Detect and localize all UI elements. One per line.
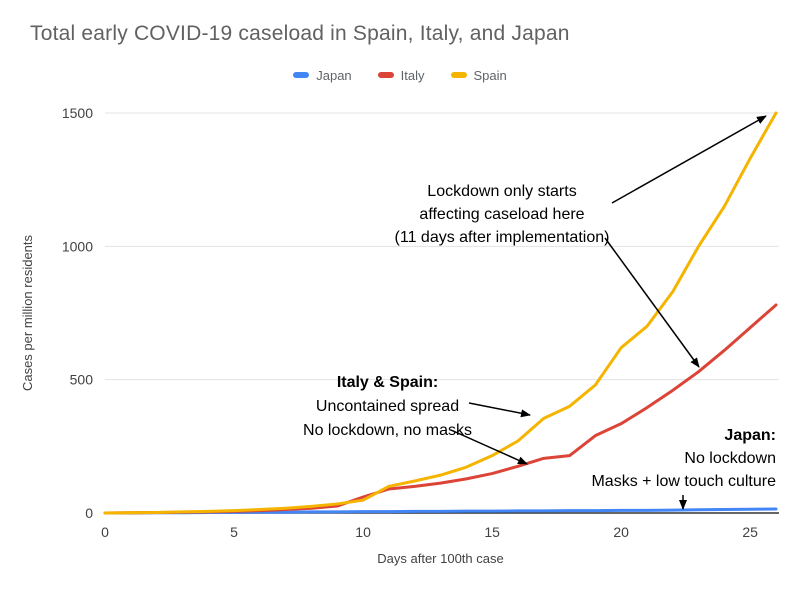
x-tick-label: 0	[101, 524, 109, 540]
annotation-italy-spain: Italy & Spain: Uncontained spread No loc…	[280, 371, 495, 443]
annotation-line: No lockdown	[684, 450, 776, 467]
y-tick-label: 1000	[62, 238, 93, 254]
annotation-arrow	[611, 115, 767, 204]
legend-item-spain[interactable]: Spain	[450, 67, 507, 83]
y-tick-label: 0	[85, 505, 93, 521]
x-tick-label: 10	[355, 524, 371, 540]
legend-swatch-japan	[293, 72, 310, 78]
x-tick-label: 20	[613, 524, 629, 540]
legend: Japan Italy Spain	[0, 66, 800, 84]
x-tick-label: 25	[742, 524, 758, 540]
annotation-line: Lockdown only starts	[427, 183, 577, 200]
y-tick-label: 1500	[62, 105, 93, 121]
y-tick-label: 500	[70, 372, 94, 388]
legend-item-italy[interactable]: Italy	[377, 67, 425, 83]
annotation-line: affecting caseload here	[419, 206, 585, 223]
annotation-line: Masks + low touch culture	[591, 473, 776, 490]
annotation-lockdown: Lockdown only starts affecting caseload …	[362, 180, 642, 249]
x-tick-label: 5	[230, 524, 238, 540]
x-tick-label: 15	[484, 524, 500, 540]
annotation-title: Japan:	[724, 427, 776, 444]
annotation-line: No lockdown, no masks	[303, 422, 472, 439]
y-axis-title: Cases per million residents	[20, 234, 35, 392]
annotation-arrow	[604, 237, 700, 368]
annotation-line: Uncontained spread	[315, 398, 460, 415]
annotation-title: Italy & Spain:	[336, 374, 439, 391]
legend-item-japan[interactable]: Japan	[293, 67, 352, 83]
annotation-japan: Japan: No lockdown Masks + low touch cul…	[526, 424, 776, 493]
annotation-line: (11 days after implementation)	[394, 229, 610, 246]
x-axis-title: Days after 100th case	[377, 551, 504, 566]
legend-label: Italy	[400, 67, 425, 83]
annotation-arrow	[450, 429, 528, 465]
annotation-arrow	[468, 402, 531, 418]
chart-title: Total early COVID-19 caseload in Spain, …	[30, 22, 570, 45]
legend-swatch-spain	[450, 72, 467, 78]
legend-label: Japan	[316, 67, 352, 83]
legend-swatch-italy	[377, 72, 394, 78]
series-line-spain[interactable]	[103, 111, 778, 515]
legend-label: Spain	[473, 67, 507, 83]
